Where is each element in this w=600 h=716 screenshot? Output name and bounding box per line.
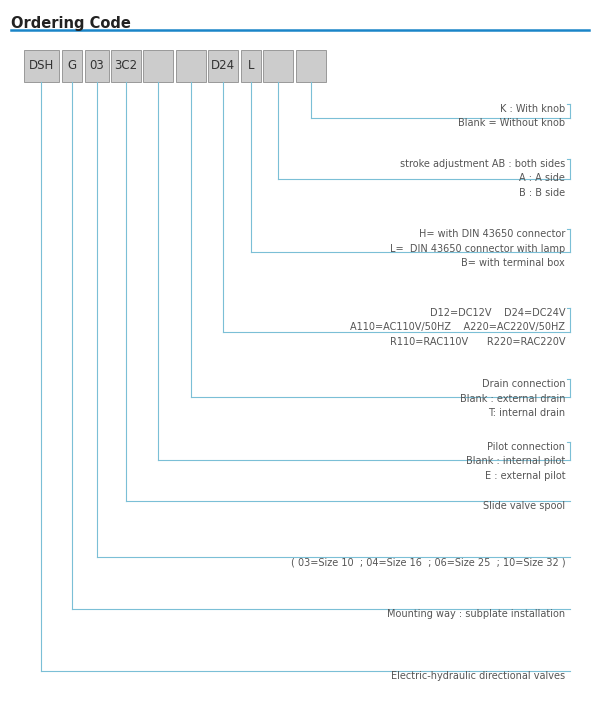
- FancyBboxPatch shape: [62, 50, 82, 82]
- FancyBboxPatch shape: [111, 50, 141, 82]
- Text: H= with DIN 43650 connector
L=  DIN 43650 connector with lamp
B= with terminal b: H= with DIN 43650 connector L= DIN 43650…: [390, 229, 565, 268]
- Text: Electric-hydraulic directional valves: Electric-hydraulic directional valves: [391, 671, 565, 681]
- Text: Pilot connection
Blank : internal pilot
E : external pilot: Pilot connection Blank : internal pilot …: [466, 442, 565, 480]
- Text: ( 03=Size 10  ; 04=Size 16  ; 06=Size 25  ; 10=Size 32 ): ( 03=Size 10 ; 04=Size 16 ; 06=Size 25 ;…: [290, 557, 565, 567]
- Text: 3C2: 3C2: [115, 59, 137, 72]
- Text: Mounting way : subplate installation: Mounting way : subplate installation: [387, 609, 565, 619]
- FancyBboxPatch shape: [24, 50, 59, 82]
- FancyBboxPatch shape: [263, 50, 293, 82]
- Text: L: L: [248, 59, 254, 72]
- FancyBboxPatch shape: [143, 50, 173, 82]
- Text: stroke adjustment AB : both sides
A : A side
B : B side: stroke adjustment AB : both sides A : A …: [400, 159, 565, 198]
- Text: Drain connection
Blank : external drain
T: internal drain: Drain connection Blank : external drain …: [460, 379, 565, 418]
- Text: K : With knob
Blank = Without knob: K : With knob Blank = Without knob: [458, 104, 565, 128]
- Text: G: G: [67, 59, 77, 72]
- Text: Ordering Code: Ordering Code: [11, 16, 131, 31]
- Text: DSH: DSH: [29, 59, 54, 72]
- FancyBboxPatch shape: [176, 50, 206, 82]
- FancyBboxPatch shape: [241, 50, 261, 82]
- Text: Slide valve spool: Slide valve spool: [483, 501, 565, 511]
- Text: 03: 03: [89, 59, 104, 72]
- Text: D12=DC12V    D24=DC24V
A110=AC110V/50HZ    A220=AC220V/50HZ
R110=RAC110V      R2: D12=DC12V D24=DC24V A110=AC110V/50HZ A22…: [350, 308, 565, 347]
- FancyBboxPatch shape: [296, 50, 326, 82]
- FancyBboxPatch shape: [208, 50, 238, 82]
- FancyBboxPatch shape: [85, 50, 109, 82]
- Text: D24: D24: [211, 59, 235, 72]
